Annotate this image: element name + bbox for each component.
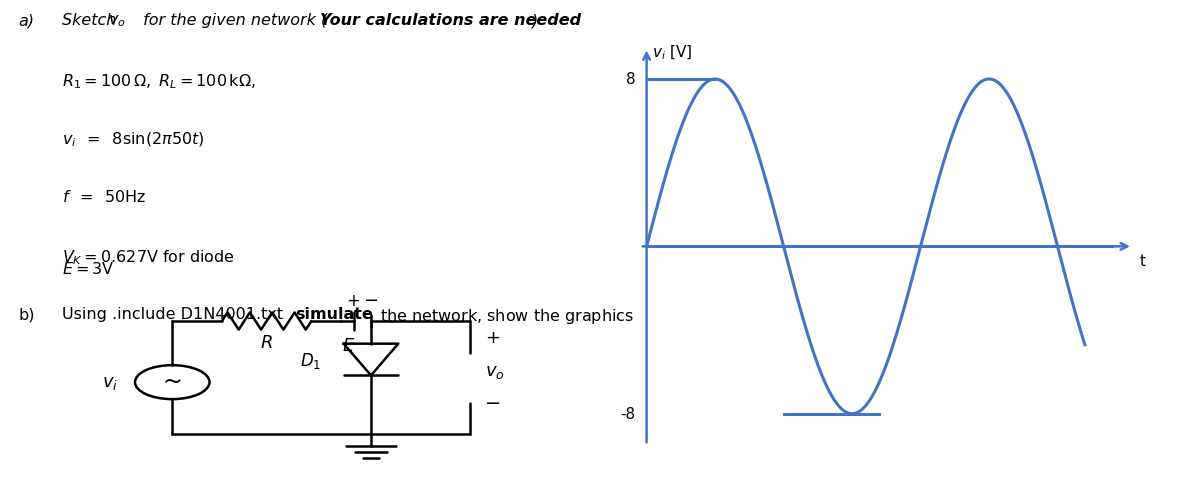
Text: $v_o$: $v_o$	[108, 14, 125, 29]
Text: −: −	[485, 393, 502, 412]
Text: for the given network (: for the given network (	[138, 14, 328, 28]
Text: ~: ~	[162, 369, 182, 393]
Text: $V_K = 0.627\mathrm{V}$ for diode: $V_K = 0.627\mathrm{V}$ for diode	[62, 248, 234, 266]
Text: 8: 8	[626, 72, 635, 87]
Text: t: t	[1139, 253, 1145, 268]
Text: E: E	[343, 336, 355, 354]
Text: +: +	[485, 328, 500, 346]
Text: a): a)	[19, 14, 34, 28]
Text: $R_1 = 100\,\Omega,\; R_L = 100\,\mathrm{k}\Omega,$: $R_1 = 100\,\Omega,\; R_L = 100\,\mathrm…	[62, 72, 256, 91]
Text: $v_i\;\; = \;\;8\sin(2\pi 50t)$: $v_i\;\; = \;\;8\sin(2\pi 50t)$	[62, 131, 205, 149]
Text: $E = 3\mathrm{V}$: $E = 3\mathrm{V}$	[62, 260, 115, 276]
Text: ): )	[532, 14, 538, 28]
Text: -8: -8	[621, 407, 635, 422]
Text: simulate: simulate	[296, 306, 373, 321]
Text: +: +	[347, 292, 361, 310]
Text: $D_1$: $D_1$	[300, 350, 322, 370]
Text: $v_i$: $v_i$	[102, 373, 118, 392]
Text: R: R	[260, 334, 273, 352]
Text: b): b)	[19, 306, 35, 321]
Text: Using .include D1N4001.txt: Using .include D1N4001.txt	[62, 306, 287, 321]
Text: $v_o$: $v_o$	[485, 362, 505, 380]
Text: $v_i$ [V]: $v_i$ [V]	[652, 44, 692, 62]
Text: −: −	[363, 292, 379, 310]
Text: $f\;\; = \;\;50\mathrm{Hz}$: $f\;\; = \;\;50\mathrm{Hz}$	[62, 189, 147, 205]
Text: the network, show the graphics of $v_i$  and $v_o$  on the same plot.: the network, show the graphics of $v_i$ …	[375, 306, 885, 325]
Text: Your calculations are needed: Your calculations are needed	[319, 14, 581, 28]
Text: Sketch: Sketch	[62, 14, 121, 28]
